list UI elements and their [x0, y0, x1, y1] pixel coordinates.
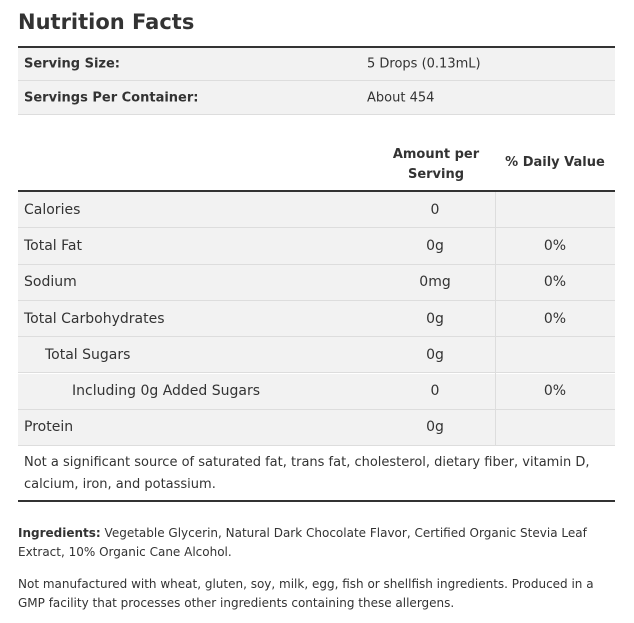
amount: 0: [430, 201, 440, 218]
nutrient-row: Total Carbohydrates 0g 0%: [18, 300, 615, 338]
ingredients-text: Vegetable Glycerin, Natural Dark Chocola…: [18, 526, 587, 559]
value: 5 Drops (0.13mL): [367, 56, 481, 72]
nutrient-name: Including 0g Added Sugars: [72, 383, 261, 400]
allergens: Not manufactured with wheat, gluten, soy…: [18, 577, 594, 610]
amount: 0: [430, 383, 440, 400]
daily-value: 0%: [543, 237, 567, 254]
nutrient-row: Total Fat 0g 0%: [18, 228, 615, 265]
amount: 0g: [426, 346, 444, 363]
nutrient-row: Calories 0: [18, 192, 615, 229]
amount: 0g: [426, 419, 444, 436]
rule: [18, 500, 615, 502]
amount: 0mg: [419, 274, 451, 291]
nutrient-row: Total Sugars 0g: [18, 337, 615, 374]
nutrient-name: Sodium: [24, 274, 77, 291]
ingredients-label: Ingredients:: [18, 526, 101, 540]
nutrient-name: Total Fat: [24, 237, 82, 254]
label: Servings Per Container:: [24, 90, 199, 105]
value: About 454: [367, 90, 435, 105]
label: Serving Size:: [24, 56, 121, 72]
amount: 0g: [426, 237, 444, 254]
daily-value: 0%: [543, 310, 567, 327]
rule: [18, 190, 615, 192]
rule: [18, 46, 615, 48]
column-header: % Daily Value: [505, 155, 605, 170]
amount: 0g: [426, 310, 444, 327]
column-divider: [495, 192, 496, 446]
serving-row: Servings Per Container: About 454: [18, 81, 615, 115]
serving-row: Serving Size: 5 Drops (0.13mL): [18, 48, 615, 81]
ingredients: Ingredients: Vegetable Glycerin, Natural…: [18, 524, 618, 562]
daily-value: 0%: [543, 274, 567, 291]
nutrient-name: Total Carbohydrates: [24, 310, 165, 327]
nutrient-row: Sodium 0mg 0%: [18, 264, 615, 301]
column-header: Amount per Serving: [392, 147, 480, 182]
nutrient-name: Protein: [24, 419, 74, 436]
nutrient-name: Total Sugars: [45, 346, 131, 363]
footnote: Not a significant source of saturated fa…: [24, 455, 590, 492]
daily-value: 0%: [543, 383, 567, 400]
nutrient-row: Including 0g Added Sugars 0 0%: [18, 373, 615, 410]
nutrient-row: Protein 0g: [18, 409, 615, 447]
title: Nutrition Facts: [18, 10, 195, 34]
nutrient-name: Calories: [24, 201, 81, 218]
